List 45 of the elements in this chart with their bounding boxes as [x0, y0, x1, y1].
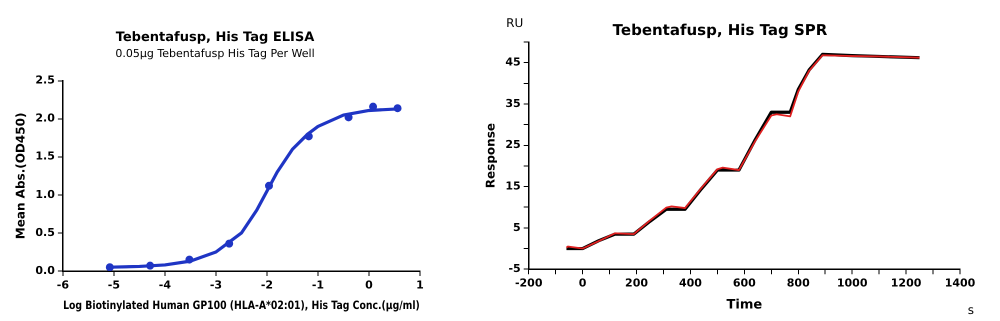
x-tick-label: 1000	[836, 276, 868, 290]
y-axis-title: Response	[483, 123, 498, 188]
x-tick-label: 600	[732, 276, 756, 290]
x-tick-label: -1	[312, 278, 324, 292]
x-tick-label: -200	[514, 276, 543, 290]
chart-title: Tebentafusp, His Tag SPR	[612, 20, 828, 39]
x-tick-label: 1200	[890, 276, 922, 290]
y-tick-label: 2.5	[35, 74, 55, 87]
y-tick-label: 5	[513, 220, 521, 234]
text: RU	[506, 16, 524, 30]
y-tick-label: -5	[508, 262, 521, 276]
x-tick-label: 0	[578, 276, 587, 290]
point	[146, 262, 154, 270]
y-tick-label: 0.0	[35, 264, 56, 277]
y-tick-label: 15	[505, 179, 521, 192]
x-tick-label: 1400	[944, 276, 976, 290]
x-tick-label: -5	[108, 278, 120, 292]
x-tick-label: -6	[56, 278, 70, 292]
y-axis-title: Mean Abs.(OD450)	[13, 112, 28, 240]
y-tick-label: 1.0	[35, 188, 56, 201]
x-tick-label: -4	[158, 278, 172, 292]
y-tick-label: 35	[505, 96, 521, 110]
y-tick-label: 45	[505, 56, 521, 69]
y-tick-label: 25	[505, 138, 521, 152]
text: s	[968, 303, 974, 318]
x-tick-label: 400	[678, 276, 702, 290]
chart-subtitle: 0.05μg Tebentafusp His Tag Per Well	[115, 47, 315, 60]
point	[264, 182, 273, 190]
y-tick-label: 2.0	[35, 112, 56, 125]
y-tick-label: 1.5	[35, 150, 55, 163]
point	[394, 104, 402, 112]
x-tick-label: 200	[625, 276, 648, 290]
x-axis-title: Time	[726, 298, 762, 313]
x-tick-label: 0	[365, 278, 374, 292]
x-tick-label: 1	[416, 278, 424, 292]
point	[304, 132, 313, 140]
y-tick-label: 0.5	[35, 226, 55, 239]
x-tick-label: 800	[786, 276, 810, 290]
point	[106, 263, 114, 271]
x-axis-title: Log Biotinylated Human GP100 (HLA-A*02:01), His Tag Conc.(μg/ml)	[63, 299, 420, 312]
point	[225, 240, 234, 248]
point	[185, 256, 194, 264]
x-tick-label: -3	[210, 278, 222, 292]
x-tick-label: -2	[260, 278, 274, 292]
chart-title: Tebentafusp, His Tag ELISA	[116, 30, 314, 46]
